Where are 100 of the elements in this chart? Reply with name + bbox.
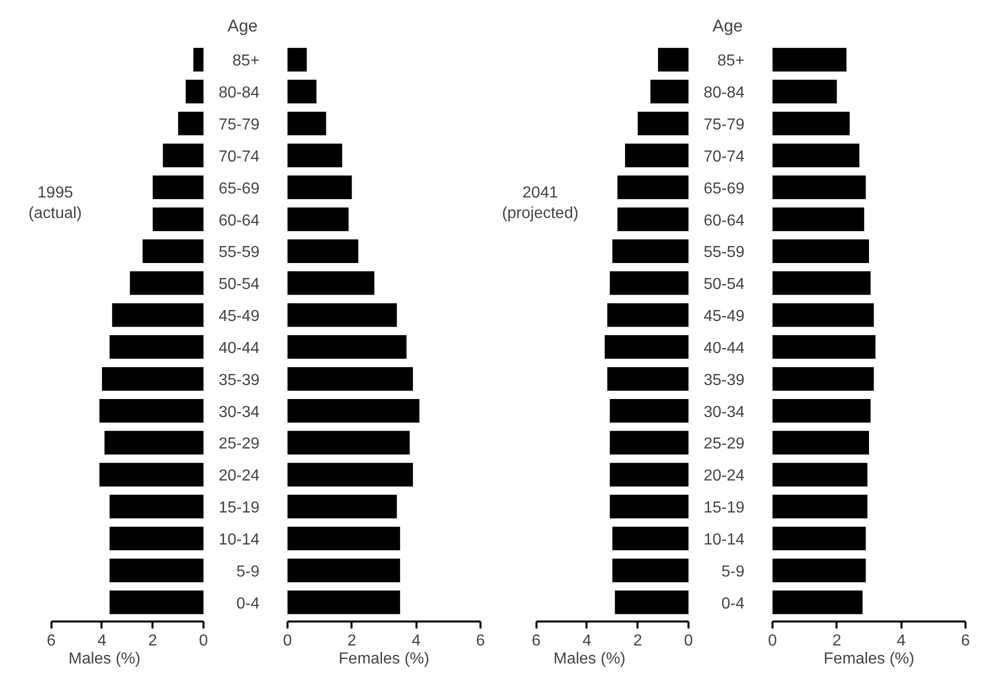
y-tick-label: 80-84 — [704, 84, 745, 102]
bar — [288, 112, 326, 136]
y-tick-label: 45-49 — [704, 308, 745, 326]
y-axis-title: Age — [228, 16, 258, 36]
x-axis-title: Females (%) — [824, 650, 914, 668]
bar — [110, 335, 204, 359]
bar — [288, 176, 352, 200]
bar — [772, 558, 866, 582]
bar — [610, 494, 688, 518]
bar — [152, 207, 204, 232]
bar — [130, 271, 204, 295]
bar — [607, 303, 688, 327]
annotation: 2041 (projected) — [502, 184, 578, 222]
x-axis-title: Males (%) — [553, 650, 626, 668]
y-tick-label: 20-24 — [218, 468, 260, 485]
bar — [610, 462, 688, 486]
y-tick-label: 60-64 — [218, 212, 260, 230]
y-tick-label: 75-79 — [218, 116, 260, 134]
y-tick-label: 30-34 — [704, 404, 745, 421]
bar — [772, 430, 869, 455]
bar — [99, 398, 204, 423]
y-tick-label: 40-44 — [704, 340, 745, 357]
y-tick-label: 65-69 — [218, 180, 260, 198]
bar — [650, 80, 688, 104]
x-tick-label: 6 — [476, 632, 486, 650]
x-tick-label: 0 — [199, 632, 208, 650]
x-axis-title: Males (%) — [68, 650, 141, 668]
bar — [772, 207, 864, 232]
bar — [288, 239, 358, 264]
bar — [110, 558, 204, 582]
y-tick-label: 0-4 — [236, 595, 260, 612]
bar — [610, 398, 688, 423]
y-tick-label: 25-29 — [218, 436, 260, 453]
x-tick-label: 0 — [768, 632, 778, 650]
bar — [607, 367, 688, 391]
y-tick-label: 85+ — [717, 52, 744, 70]
x-tick-label: 6 — [532, 632, 541, 650]
bar — [110, 590, 204, 614]
y-tick-label: 10-14 — [218, 532, 260, 548]
bar — [658, 48, 688, 72]
x-tick-label: 4 — [582, 632, 592, 650]
bar — [772, 176, 866, 200]
x-axis-title: Females (%) — [338, 650, 430, 668]
bar — [614, 590, 688, 614]
y-tick-label: 15-19 — [704, 500, 745, 517]
y-tick-label: 10-14 — [704, 532, 745, 548]
y-tick-label: 30-34 — [218, 404, 260, 421]
y-tick-label: 75-79 — [704, 116, 745, 134]
bar — [193, 48, 204, 72]
bar — [772, 462, 868, 486]
y-tick-label: 50-54 — [218, 276, 260, 294]
y-tick-label: 60-64 — [704, 212, 745, 230]
bar — [772, 239, 869, 264]
bar — [610, 430, 688, 455]
y-tick-label: 25-29 — [704, 436, 745, 453]
y-tick-label: 80-84 — [218, 84, 260, 102]
bar — [152, 176, 204, 200]
bar — [612, 558, 688, 582]
y-axis-title: Age — [712, 16, 743, 36]
x-tick-label: 2 — [148, 632, 158, 650]
y-tick-label: 0-4 — [721, 595, 745, 612]
bar — [288, 48, 307, 72]
bar — [104, 430, 204, 455]
bar — [772, 80, 837, 104]
bar — [772, 398, 871, 423]
y-tick-label: 70-74 — [704, 148, 745, 166]
bar — [288, 367, 413, 391]
bar — [772, 112, 850, 136]
bar — [625, 144, 688, 168]
bar — [99, 462, 204, 486]
bar — [612, 526, 688, 550]
y-tick-label: 55-59 — [218, 244, 260, 262]
bar — [178, 112, 204, 136]
bar — [142, 239, 204, 264]
y-tick-label: 35-39 — [218, 372, 260, 389]
bar — [288, 494, 397, 518]
x-tick-label: 2 — [832, 632, 842, 650]
bar — [612, 239, 688, 264]
bar — [288, 303, 397, 327]
bar — [772, 526, 866, 550]
x-tick-label: 6 — [46, 632, 56, 650]
bar — [617, 176, 688, 200]
y-tick-label: 35-39 — [704, 372, 745, 389]
bar — [102, 367, 204, 391]
bar — [772, 494, 868, 518]
bar — [772, 303, 874, 327]
bar — [288, 430, 410, 455]
bar — [772, 590, 863, 614]
bar — [288, 80, 316, 104]
x-tick-label: 4 — [896, 632, 906, 650]
bar — [772, 144, 860, 168]
bar — [772, 367, 874, 391]
x-tick-label: 4 — [412, 632, 421, 650]
x-tick-label: 2 — [347, 632, 356, 650]
bar — [288, 207, 349, 232]
bar — [186, 80, 204, 104]
bar — [288, 462, 413, 486]
bar — [288, 335, 407, 359]
y-tick-label: 5-9 — [721, 563, 745, 580]
bar — [288, 271, 374, 295]
